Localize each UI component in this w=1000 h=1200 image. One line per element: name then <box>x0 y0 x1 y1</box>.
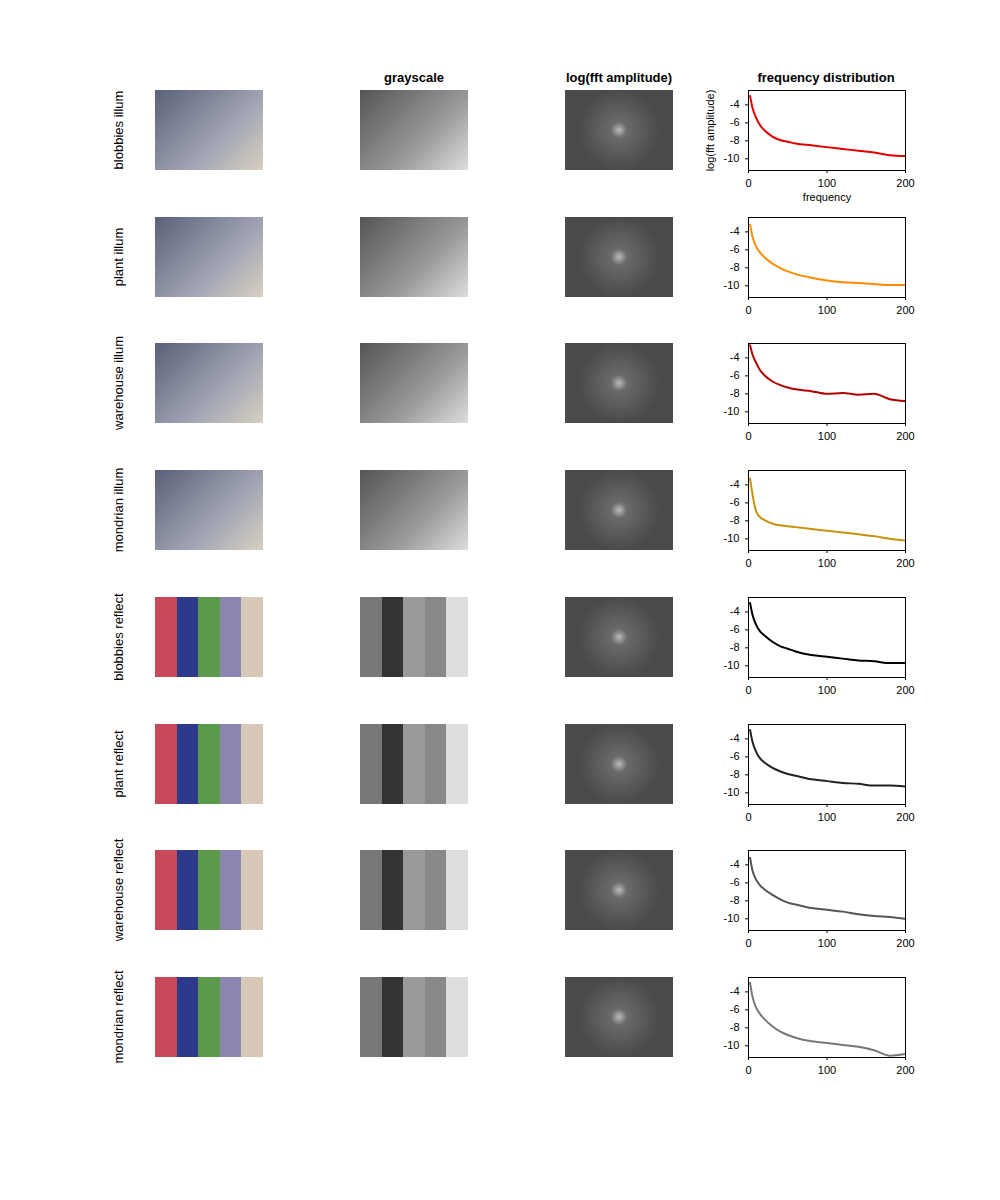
svg-text:-6: -6 <box>730 1003 740 1015</box>
svg-text:-8: -8 <box>730 134 740 146</box>
svg-text:-6: -6 <box>730 369 740 381</box>
svg-text:200: 200 <box>896 557 914 569</box>
svg-text:200: 200 <box>896 1064 914 1076</box>
svg-text:200: 200 <box>896 304 914 316</box>
html-text:warehouse illum: warehouse illum <box>110 336 126 430</box>
svg-text:-4: -4 <box>730 605 740 617</box>
svg-text:200: 200 <box>896 430 914 442</box>
svg-text:100: 100 <box>818 811 836 823</box>
svg-text:-10: -10 <box>724 1039 740 1051</box>
svg-text:-8: -8 <box>730 768 740 780</box>
svg-text:-6: -6 <box>730 496 740 508</box>
svg-text:-8: -8 <box>730 894 740 906</box>
svg-text:200: 200 <box>896 937 914 949</box>
svg-text:-8: -8 <box>730 261 740 273</box>
svg-text:0: 0 <box>745 811 751 823</box>
svg-text:100: 100 <box>818 430 836 442</box>
svg-text:-10: -10 <box>724 279 740 291</box>
html-text:blobbies reflect: blobbies reflect <box>110 593 126 681</box>
svg-text:-10: -10 <box>724 912 740 924</box>
html-text:log(fft amplitude): log(fft amplitude) <box>565 70 673 85</box>
svg-text:200: 200 <box>896 684 914 696</box>
svg-text:-8: -8 <box>730 641 740 653</box>
svg-text:0: 0 <box>745 684 751 696</box>
svg-text:-10: -10 <box>724 532 740 544</box>
svg-text:-6: -6 <box>730 750 740 762</box>
svg-text:0: 0 <box>745 1064 751 1076</box>
svg-text:0: 0 <box>745 557 751 569</box>
svg-text:-6: -6 <box>730 116 740 128</box>
html-text:plant illum: plant illum <box>110 227 126 287</box>
svg-text:100: 100 <box>818 1064 836 1076</box>
svg-text:-4: -4 <box>730 98 740 110</box>
svg-text:-4: -4 <box>730 225 740 237</box>
svg-text:100: 100 <box>818 937 836 949</box>
svg-text:0: 0 <box>745 430 751 442</box>
svg-text:0: 0 <box>745 937 751 949</box>
svg-text:-6: -6 <box>730 876 740 888</box>
svg-text:-10: -10 <box>724 152 740 164</box>
html-text:blobbies illum: blobbies illum <box>110 90 126 170</box>
svg-text:0: 0 <box>745 177 751 189</box>
html-text:mondrian reflect: mondrian reflect <box>110 970 126 1064</box>
svg-text:log(fft amplitude): log(fft amplitude) <box>704 90 716 172</box>
svg-text:100: 100 <box>818 684 836 696</box>
svg-text:-6: -6 <box>730 243 740 255</box>
svg-text:-8: -8 <box>730 514 740 526</box>
svg-text:100: 100 <box>818 304 836 316</box>
svg-text:100: 100 <box>818 177 836 189</box>
svg-text:-6: -6 <box>730 623 740 635</box>
svg-text:-8: -8 <box>730 387 740 399</box>
svg-text:-8: -8 <box>730 1021 740 1033</box>
svg-text:frequency: frequency <box>803 191 852 203</box>
svg-text:-4: -4 <box>730 858 740 870</box>
svg-text:0: 0 <box>745 304 751 316</box>
svg-text:-10: -10 <box>724 659 740 671</box>
svg-text:200: 200 <box>896 177 914 189</box>
svg-text:-4: -4 <box>730 351 740 363</box>
svg-text:-10: -10 <box>724 786 740 798</box>
html-text:plant reflect: plant reflect <box>110 730 126 798</box>
html-text:frequency distribution: frequency distribution <box>757 70 895 85</box>
html-text:mondrian illum: mondrian illum <box>110 467 126 553</box>
svg-text:-4: -4 <box>730 478 740 490</box>
svg-text:-4: -4 <box>730 985 740 997</box>
html-text:grayscale: grayscale <box>384 70 444 85</box>
svg-text:-4: -4 <box>730 732 740 744</box>
svg-text:100: 100 <box>818 557 836 569</box>
svg-text:-10: -10 <box>724 405 740 417</box>
html-text:warehouse reflect: warehouse reflect <box>110 838 126 942</box>
svg-text:200: 200 <box>896 811 914 823</box>
